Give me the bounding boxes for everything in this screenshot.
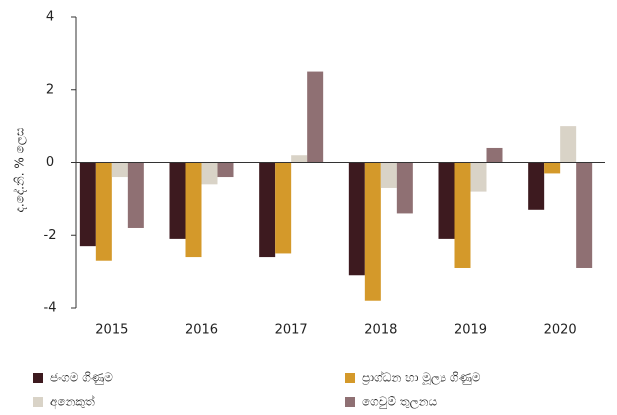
bar <box>201 162 218 185</box>
bar <box>79 162 96 247</box>
bar <box>528 162 545 210</box>
bar <box>185 162 202 258</box>
x-tick-label: 2020 <box>544 323 577 338</box>
legend-label: ජංගම ගිණුම <box>50 371 113 385</box>
x-tick-label: 2015 <box>95 323 128 338</box>
y-axis-label: ද.දේ.නි. % ලෙස <box>12 127 27 212</box>
bar <box>486 147 503 163</box>
legend-swatch <box>33 373 43 383</box>
y-tick-label: 4 <box>46 10 54 25</box>
bar <box>576 162 593 268</box>
legend-label: ප්‍රාග්ධන හා මූල්‍ය ගිණුම <box>362 371 481 386</box>
bar <box>111 162 128 178</box>
y-tick-label: -4 <box>44 301 57 316</box>
legend-label: අනෙකුත් <box>50 394 95 409</box>
bar <box>307 71 324 163</box>
legend-swatch <box>345 397 355 407</box>
bar <box>169 162 186 239</box>
bar <box>454 162 471 268</box>
bar <box>380 162 397 188</box>
bar <box>438 162 455 239</box>
bar <box>348 162 365 276</box>
bar <box>259 162 276 258</box>
legend-label: ගෙවුම් තුලනය <box>362 395 437 410</box>
y-tick-label: 2 <box>46 82 54 97</box>
legend-swatch <box>33 397 43 407</box>
bar <box>291 155 308 163</box>
bar <box>364 162 381 301</box>
bar <box>127 162 144 228</box>
bar <box>217 162 234 178</box>
bar <box>275 162 292 254</box>
x-tick-label: 2019 <box>454 323 487 338</box>
bar <box>470 162 487 192</box>
x-tick-label: 2018 <box>364 323 397 338</box>
bar <box>396 162 413 214</box>
bar <box>95 162 112 261</box>
x-tick-label: 2017 <box>275 323 308 338</box>
y-tick-label: -2 <box>44 228 57 243</box>
bar <box>544 162 561 174</box>
x-tick-label: 2016 <box>185 323 218 338</box>
legend-swatch <box>345 373 355 383</box>
y-tick-label: 0 <box>46 155 54 170</box>
bar <box>560 126 577 163</box>
